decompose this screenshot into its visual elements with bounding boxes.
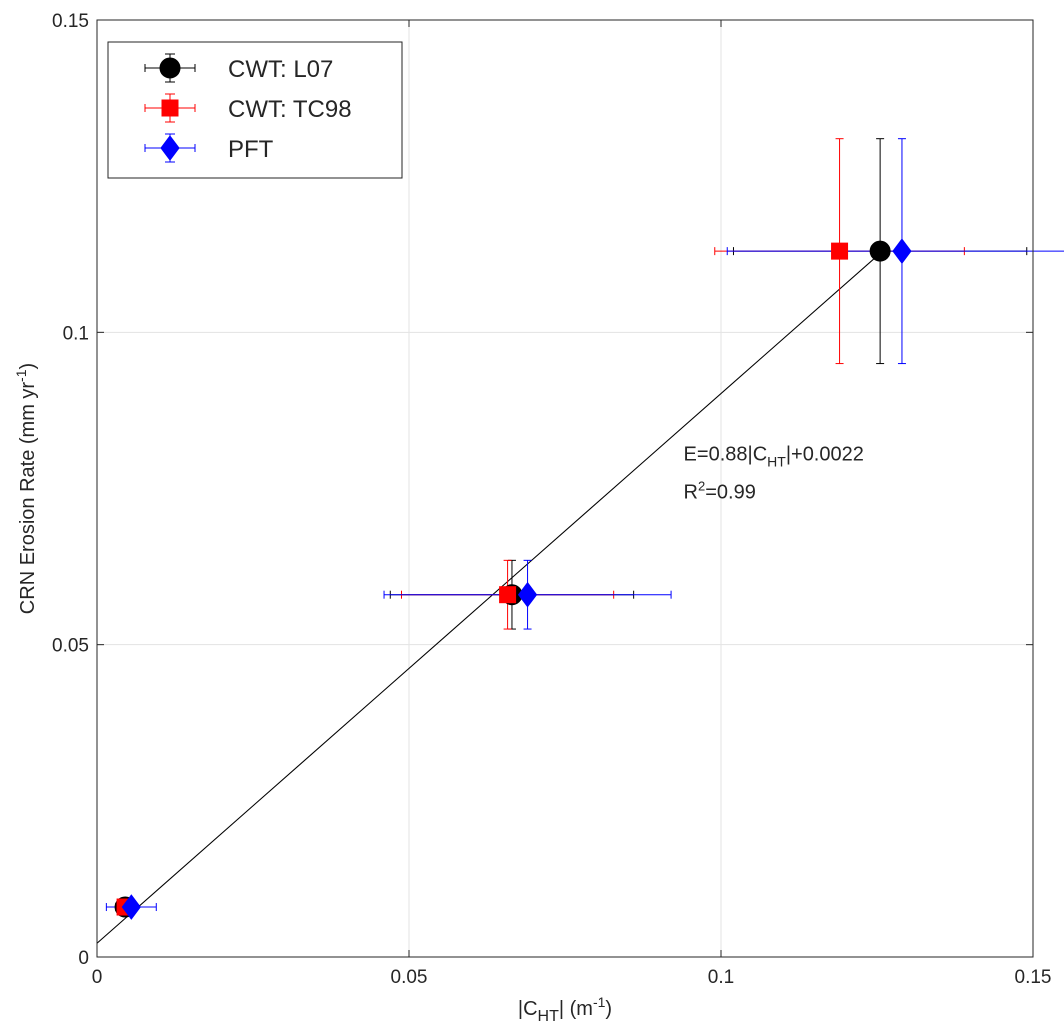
y-tick-label: 0.05 bbox=[52, 636, 89, 657]
x-axis-label: |CHT| (m-1) bbox=[518, 994, 612, 1025]
y-axis-label-main: CRN Erosion Rate (mm yr bbox=[17, 382, 39, 615]
y-tick-label: 0.1 bbox=[63, 323, 89, 344]
legend-entry-cwt-l07: CWT: L07 bbox=[144, 53, 333, 83]
legend-entry-cwt-tc98: CWT: TC98 bbox=[144, 93, 352, 123]
legend-box bbox=[107, 41, 403, 179]
fit-r-squared-superscript: 2 bbox=[698, 478, 705, 493]
y-axis-label-superscript: -1 bbox=[13, 369, 29, 382]
fit-line-group bbox=[96, 250, 884, 944]
data-point-cwt-l07 bbox=[869, 240, 891, 262]
y-tick-label: 0.15 bbox=[52, 11, 89, 32]
x-tick-label: 0.1 bbox=[708, 967, 734, 988]
fit-equation-subscript: HT bbox=[767, 453, 786, 469]
fit-equation-main: E=0.88|C bbox=[684, 443, 768, 465]
axis-ticks: 0 0.05 0.1 0.15 0 0.05 0.1 0.15 bbox=[52, 11, 1051, 988]
x-tick-label: 0 bbox=[92, 967, 103, 988]
legend-marker-cwt-tc98 bbox=[161, 99, 179, 117]
fit-r-squared-main: R bbox=[684, 481, 698, 503]
data-point-cwt-tc98 bbox=[499, 586, 517, 604]
legend-marker-pft bbox=[160, 135, 180, 161]
x-axis-label-main: |C bbox=[518, 998, 538, 1020]
x-axis-label-end: ) bbox=[605, 998, 612, 1020]
fit-equation: E=0.88|CHT|+0.0022 bbox=[684, 443, 864, 469]
data-point-pft bbox=[892, 238, 912, 264]
x-axis-label-rest: | (m bbox=[559, 998, 593, 1020]
x-tick-label: 0.05 bbox=[391, 967, 428, 988]
fit-annotation: E=0.88|CHT|+0.0022 R2=0.99 bbox=[684, 443, 864, 503]
grid bbox=[97, 20, 1033, 957]
markers-group bbox=[114, 238, 912, 920]
legend-label-cwt-tc98: CWT: TC98 bbox=[228, 96, 352, 123]
x-axis-label-subscript: HT bbox=[538, 1008, 560, 1025]
legend-marker-cwt-l07 bbox=[159, 57, 181, 79]
fit-r-squared: R2=0.99 bbox=[684, 478, 756, 503]
data-point-pft bbox=[517, 581, 538, 608]
plot-frame bbox=[96, 19, 1034, 958]
legend-label-cwt-l07: CWT: L07 bbox=[228, 56, 333, 83]
y-tick-label: 0 bbox=[78, 948, 89, 969]
legend-label-pft: PFT bbox=[228, 136, 274, 163]
x-axis-label-superscript: -1 bbox=[593, 994, 606, 1010]
y-axis-label: CRN Erosion Rate (mm yr-1) bbox=[13, 363, 39, 614]
errorbars-group bbox=[105, 138, 1064, 914]
data-point-cwt-tc98 bbox=[831, 242, 849, 260]
x-tick-label: 0.15 bbox=[1015, 967, 1052, 988]
legend-entry-pft: PFT bbox=[144, 133, 274, 163]
fit-line bbox=[96, 250, 884, 944]
fit-r-squared-rest: =0.99 bbox=[705, 481, 756, 503]
y-axis-label-end: ) bbox=[17, 363, 39, 370]
legend: CWT: L07 CWT: TC98 PFT bbox=[107, 41, 403, 179]
fit-equation-rest: |+0.0022 bbox=[786, 443, 864, 465]
data-point-pft bbox=[121, 894, 141, 920]
